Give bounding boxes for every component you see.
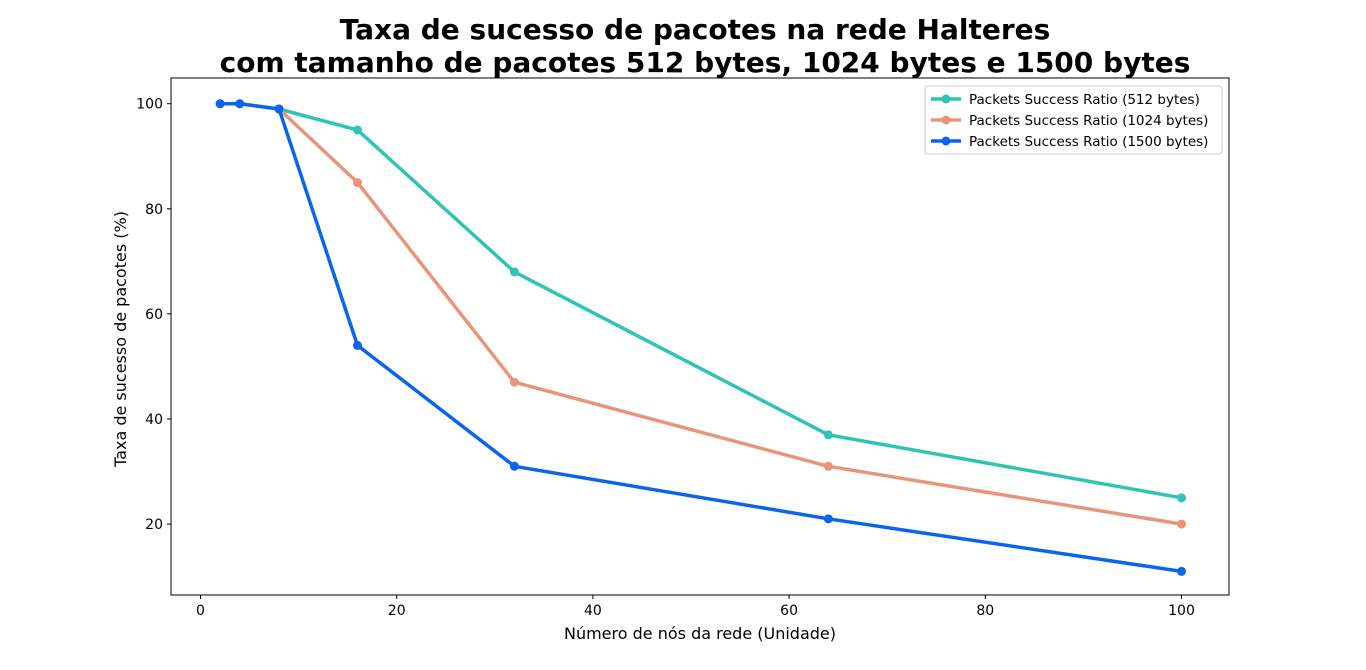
data-point	[823, 430, 833, 440]
series-2	[215, 99, 1186, 576]
legend-entry: Packets Success Ratio (512 bytes)	[969, 92, 1200, 108]
data-point	[352, 178, 362, 188]
data-point	[823, 461, 833, 471]
y-tick-label: 20	[145, 517, 163, 533]
y-tick-label: 80	[145, 202, 163, 218]
legend-entry: Packets Success Ratio (1500 bytes)	[969, 134, 1208, 150]
x-tick-label: 20	[388, 603, 406, 619]
series-1	[215, 99, 1186, 529]
series-line	[218, 101, 1184, 500]
series-layer	[215, 99, 1186, 576]
data-point	[509, 267, 519, 277]
data-point	[1177, 493, 1186, 503]
series-0	[215, 99, 1186, 503]
x-axis-label: Número de nós da rede (Unidade)	[564, 624, 836, 643]
x-tick-label: 100	[1168, 603, 1195, 619]
x-tick-label: 80	[976, 603, 994, 619]
y-axis-ticks: 20 40 60 80 100	[136, 97, 171, 533]
x-tick-label: 40	[584, 603, 602, 619]
data-point	[274, 104, 284, 114]
x-tick-label: 0	[196, 603, 205, 619]
legend-marker	[941, 136, 951, 146]
x-axis-ticks: 0 20 40 60 80 100	[196, 595, 1195, 619]
data-point	[235, 99, 245, 109]
data-point	[352, 340, 362, 350]
legend: Packets Success Ratio (512 bytes) Packets…	[924, 85, 1223, 155]
x-tick-label: 60	[780, 603, 798, 619]
legend-box	[924, 85, 1223, 155]
legend-marker	[941, 115, 951, 125]
data-point	[509, 461, 519, 471]
data-point	[1177, 519, 1186, 529]
y-tick-label: 100	[136, 97, 163, 113]
data-point	[1177, 566, 1186, 576]
data-point	[352, 125, 362, 135]
chart-title-line1: Taxa de sucesso de pacotes na rede Halte…	[340, 13, 1051, 46]
series-line	[218, 101, 1184, 526]
data-point	[215, 99, 225, 109]
y-tick-label: 60	[145, 307, 163, 323]
legend-entry: Packets Success Ratio (1024 bytes)	[969, 113, 1208, 129]
plot-area-frame	[170, 77, 1230, 596]
y-axis-label: Taxa de sucesso de pacotes (%)	[111, 211, 130, 468]
y-tick-label: 40	[145, 412, 163, 428]
legend-marker	[941, 94, 951, 104]
chart-title-line2: com tamanho de pacotes 512 bytes, 1024 b…	[220, 46, 1191, 79]
data-point	[823, 514, 833, 524]
data-point	[509, 377, 519, 387]
